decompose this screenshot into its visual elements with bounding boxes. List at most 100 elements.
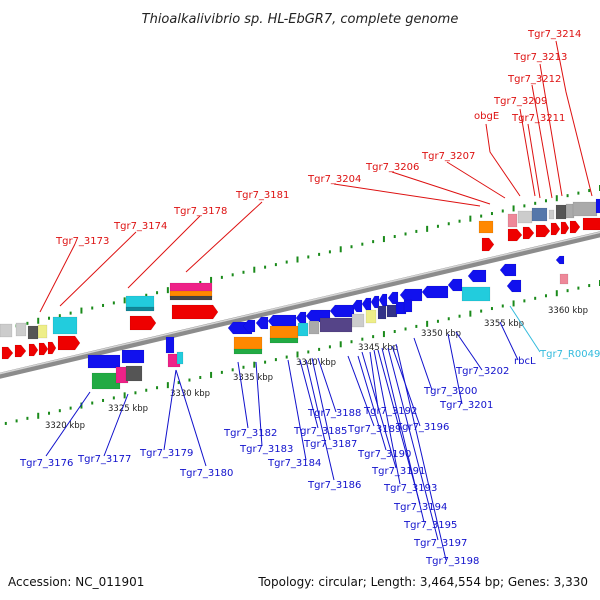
gene-arrow	[329, 304, 355, 318]
bottom-gene-label: Tgr7_3194	[393, 502, 447, 513]
leader-line	[391, 171, 491, 205]
scale-ticks	[4, 185, 600, 425]
gene-feature	[351, 313, 365, 328]
bottom-gene-label: Tgr7_3196	[395, 422, 449, 433]
leader-line	[287, 359, 307, 461]
scale-labels: 3320 kbp 3325 kbp 3330 kbp 3335 kbp 3340 kbp…	[45, 306, 588, 431]
bottom-gene-label: Tgr7_3186	[307, 480, 361, 491]
gene-feature	[478, 220, 494, 234]
gene-arrow	[481, 237, 495, 252]
gene-feature	[365, 309, 377, 324]
top-gene-label: Tgr7_3178	[173, 206, 227, 217]
gene-arrow	[421, 285, 449, 299]
gene-feature	[169, 295, 213, 301]
gene-feature	[165, 336, 175, 354]
leader-line	[299, 359, 319, 429]
gene-arrow	[242, 319, 256, 333]
gene-feature	[121, 349, 145, 364]
leader-line	[39, 243, 76, 313]
gene-arrow	[171, 304, 219, 320]
leader-line	[509, 305, 541, 353]
gene-arrow	[378, 293, 388, 307]
bottom-gene-label: Tgr7_3184	[267, 458, 321, 469]
leader-line	[305, 359, 335, 481]
scale-label: 3335 kbp	[233, 373, 273, 383]
leader-line	[255, 361, 263, 447]
gene-arrow	[129, 315, 157, 331]
gene-arrow	[255, 316, 269, 330]
gene-feature	[233, 348, 263, 355]
gene-feature	[297, 322, 309, 337]
accession-text: Accession: NC_011901	[8, 575, 144, 589]
gene-arrow	[522, 226, 535, 240]
gene-arrow	[506, 279, 522, 293]
top-gene-label: Tgr7_3211	[511, 113, 565, 124]
leader-line	[59, 231, 137, 307]
gene-feature	[269, 325, 299, 340]
bottom-gene-label: Tgr7_3190	[357, 449, 411, 460]
gene-arrow	[38, 342, 49, 356]
bottom-gene-label: Tgr7_3198	[425, 556, 479, 567]
gene-feature	[308, 320, 320, 335]
scale-label: 3355 kbp	[484, 319, 524, 329]
leader-line	[395, 343, 447, 561]
gene-feature	[377, 305, 387, 320]
leader-line	[163, 369, 177, 451]
gene-feature	[87, 354, 121, 369]
bottom-gene-label: Tgr7_3200	[423, 386, 477, 397]
gene-feature	[531, 207, 548, 222]
gene-arrow	[14, 344, 27, 358]
leader-line	[103, 393, 129, 457]
top-gene-label: Tgr7_3174	[113, 221, 167, 232]
leader-line	[45, 391, 91, 457]
gene-feature	[233, 336, 263, 351]
gene-feature	[125, 365, 143, 382]
gene-feature	[403, 299, 413, 313]
leader-line	[311, 357, 331, 441]
leader-line	[455, 331, 483, 371]
leader-line	[531, 84, 553, 199]
leader-line	[357, 355, 387, 451]
bottom-gene-label: Tgr7_3189	[347, 424, 401, 435]
backbone-line	[0, 231, 600, 379]
leader-line	[499, 321, 519, 361]
gene-feature	[559, 273, 569, 285]
leader-line	[333, 183, 481, 207]
gene-feature	[386, 304, 398, 318]
leader-line	[317, 357, 337, 413]
leader-line	[446, 161, 506, 199]
leader-line	[175, 369, 207, 467]
gene-feature	[52, 316, 78, 335]
genome-backbone	[0, 231, 600, 379]
bottom-gene-label: Tgr7_3187	[303, 439, 357, 450]
gene-feature	[507, 213, 518, 228]
top-gene-label: Tgr7_3212	[507, 74, 561, 85]
map-title: Thioalkalivibrio sp. HL-EbGR7, complete …	[142, 12, 459, 27]
gene-feature	[27, 325, 39, 340]
gene-arrow	[399, 288, 423, 302]
leader-line	[347, 355, 375, 427]
gene-feature	[517, 210, 533, 224]
leader-line	[527, 123, 541, 199]
gene-arrow	[582, 217, 600, 231]
backbone-highlight	[0, 231, 600, 375]
gene-feature	[169, 282, 213, 293]
gene-arrow	[507, 228, 523, 242]
gene-arrow	[57, 335, 81, 351]
bottom-gene-label: Tgr7_3202	[455, 366, 509, 377]
gene-arrow	[361, 297, 372, 311]
gene-arrow	[560, 221, 570, 235]
top-gene-label: Tgr7_3181	[235, 190, 289, 201]
top-gene-label: Tgr7_3173	[55, 236, 109, 247]
bottom-gene-label: Tgr7_R0049	[539, 349, 600, 360]
bottom-gene-label: Tgr7_3201	[439, 400, 493, 411]
genome-summary-text: Topology: circular; Length: 3,464,554 bp…	[257, 575, 588, 589]
gene-arrow	[351, 299, 363, 313]
bottom-gene-label: Tgr7_3179	[139, 448, 193, 459]
leader-line	[539, 63, 563, 197]
bottom-gene-label: Tgr7_3176	[19, 458, 73, 469]
gene-feature	[595, 198, 600, 214]
gene-arrow	[535, 224, 551, 238]
leader-line	[447, 333, 463, 405]
gene-arrow	[499, 263, 517, 277]
